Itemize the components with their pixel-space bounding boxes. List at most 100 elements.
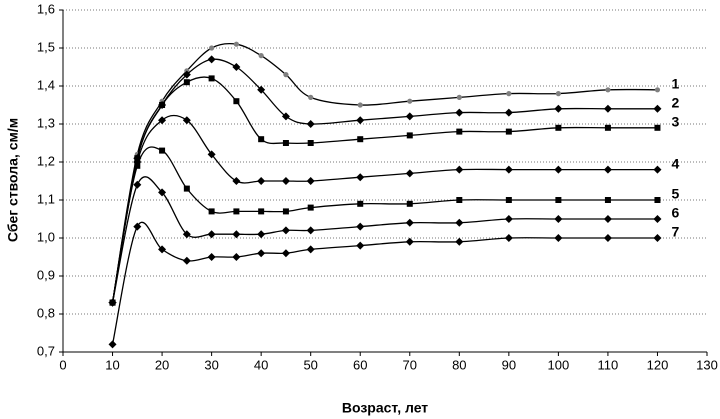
- marker: [554, 165, 563, 174]
- marker: [405, 112, 414, 121]
- marker: [281, 226, 290, 235]
- marker: [405, 218, 414, 227]
- y-axis-label: Сбег ствола, см/м: [5, 118, 21, 242]
- marker: [232, 177, 241, 185]
- marker: [108, 340, 117, 349]
- marker: [306, 226, 315, 235]
- marker: [505, 128, 512, 135]
- marker: [232, 230, 241, 239]
- marker: [654, 197, 661, 203]
- marker: [182, 116, 191, 125]
- marker: [554, 215, 563, 223]
- x-tick-label: 120: [647, 357, 669, 372]
- marker: [654, 124, 661, 131]
- marker: [308, 94, 314, 100]
- marker: [159, 147, 166, 154]
- y-tick-label: 1,1: [37, 191, 55, 206]
- marker: [182, 230, 191, 239]
- marker: [504, 165, 513, 174]
- x-tick-label: 40: [254, 357, 268, 372]
- marker: [134, 162, 141, 169]
- x-tick-label: 60: [353, 357, 367, 372]
- marker: [158, 245, 167, 254]
- marker: [456, 128, 463, 135]
- marker: [654, 87, 661, 93]
- marker: [504, 234, 513, 242]
- marker: [233, 98, 240, 105]
- marker: [653, 215, 662, 223]
- marker: [108, 298, 117, 307]
- marker: [257, 85, 266, 94]
- y-tick-label: 0,8: [37, 305, 55, 320]
- marker: [183, 185, 190, 192]
- y-tick-label: 0,7: [37, 343, 55, 358]
- x-tick-label: 20: [155, 357, 169, 372]
- y-tick-label: 0,9: [37, 267, 55, 282]
- marker: [555, 124, 562, 131]
- x-tick-label: 0: [59, 357, 66, 372]
- y-tick-label: 1,5: [37, 39, 55, 54]
- marker: [356, 173, 365, 182]
- marker: [233, 41, 239, 47]
- marker: [604, 124, 611, 131]
- marker: [603, 104, 612, 113]
- marker: [604, 197, 611, 203]
- marker: [455, 165, 464, 174]
- marker: [233, 208, 240, 215]
- marker: [158, 188, 167, 197]
- marker: [133, 180, 142, 189]
- marker: [357, 102, 363, 108]
- marker: [307, 204, 314, 211]
- y-tick-label: 1,0: [37, 229, 55, 244]
- marker: [357, 200, 364, 207]
- y-tick-label: 1,2: [37, 153, 55, 168]
- marker: [356, 222, 365, 231]
- marker: [504, 108, 513, 117]
- y-tick-label: 1,4: [37, 77, 55, 92]
- series-label: 4: [671, 155, 679, 171]
- marker: [258, 53, 264, 59]
- marker: [207, 150, 216, 159]
- marker: [456, 197, 463, 203]
- marker: [407, 98, 413, 104]
- marker: [159, 102, 166, 108]
- marker: [456, 94, 462, 100]
- series-label: 5: [671, 186, 679, 202]
- marker: [555, 91, 561, 97]
- marker: [653, 104, 662, 113]
- marker: [258, 136, 265, 143]
- marker: [306, 120, 315, 128]
- x-tick-label: 100: [548, 357, 570, 372]
- marker: [307, 140, 314, 146]
- series-line: [111, 114, 658, 303]
- marker: [405, 237, 414, 246]
- marker: [505, 197, 512, 203]
- marker: [208, 75, 215, 82]
- marker: [653, 165, 662, 174]
- series-line: [111, 222, 658, 345]
- marker: [504, 215, 513, 223]
- marker: [406, 132, 413, 139]
- marker: [283, 72, 289, 78]
- x-tick-label: 80: [452, 357, 466, 372]
- marker: [281, 112, 290, 121]
- marker: [281, 249, 290, 258]
- marker: [603, 165, 612, 174]
- marker: [555, 197, 562, 203]
- y-tick-label: 1,6: [37, 1, 55, 16]
- marker: [282, 208, 289, 215]
- marker: [405, 169, 414, 178]
- marker: [406, 200, 413, 207]
- x-tick-label: 130: [696, 357, 718, 372]
- marker: [506, 91, 512, 97]
- series-label: 2: [671, 95, 679, 111]
- x-tick-label: 30: [204, 357, 218, 372]
- marker: [158, 116, 167, 125]
- marker: [554, 234, 563, 242]
- series-label: 3: [671, 114, 679, 130]
- marker: [357, 136, 364, 143]
- marker: [207, 253, 216, 261]
- x-tick-label: 110: [598, 357, 619, 372]
- x-tick-label: 90: [502, 357, 516, 372]
- marker: [208, 208, 215, 215]
